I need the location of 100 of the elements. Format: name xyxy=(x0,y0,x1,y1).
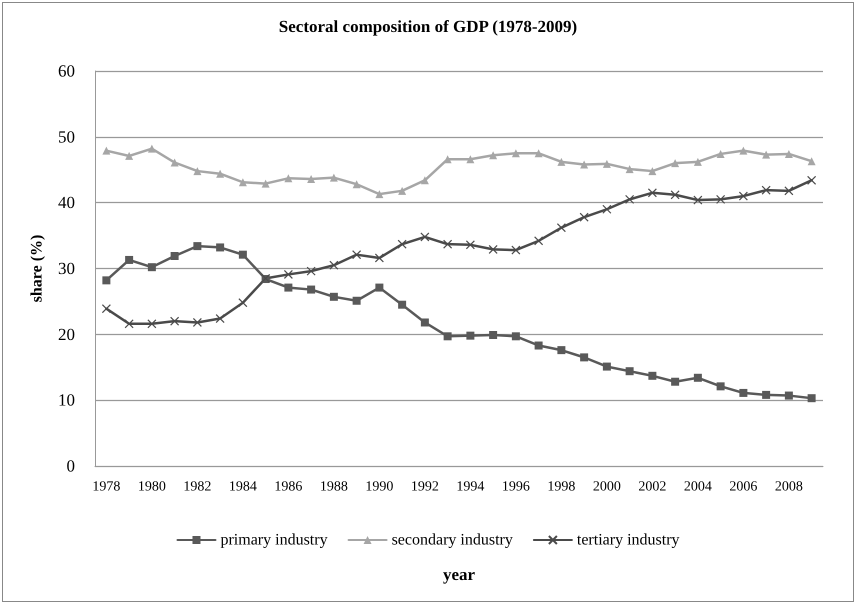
point xyxy=(694,374,702,382)
y-tick-label: 20 xyxy=(58,324,75,344)
point xyxy=(375,284,384,292)
y-tick-label: 60 xyxy=(58,62,75,80)
point xyxy=(808,157,816,166)
point xyxy=(556,223,566,232)
point xyxy=(238,178,247,186)
point xyxy=(216,314,225,324)
point xyxy=(124,319,134,328)
point xyxy=(147,319,156,328)
y-axis-title: share (%) xyxy=(28,234,46,302)
point xyxy=(671,378,680,386)
point xyxy=(216,170,224,178)
point xyxy=(670,190,680,200)
y-tick-label: 30 xyxy=(58,259,75,278)
point xyxy=(534,236,544,246)
point xyxy=(671,159,680,168)
point xyxy=(762,390,770,399)
point xyxy=(626,165,634,174)
point xyxy=(488,244,498,254)
point xyxy=(170,158,179,167)
point xyxy=(648,188,657,198)
point xyxy=(580,212,589,222)
point xyxy=(398,300,406,309)
point xyxy=(329,260,338,270)
x-tick-label: 2004 xyxy=(684,480,712,494)
point xyxy=(102,276,110,284)
point xyxy=(444,332,452,340)
x-tick-label: 1978 xyxy=(92,480,120,494)
x-tick-label: 2002 xyxy=(638,480,666,494)
point xyxy=(738,191,748,201)
x-tick-label: 1986 xyxy=(274,480,302,494)
point xyxy=(762,150,770,159)
point xyxy=(192,318,202,328)
point xyxy=(216,243,224,252)
legend-label: secondary industry xyxy=(392,532,513,548)
point xyxy=(716,194,726,204)
x-tick-label: 1980 xyxy=(138,480,166,494)
point xyxy=(330,174,338,182)
point xyxy=(420,232,430,242)
point xyxy=(739,388,748,397)
point xyxy=(625,194,634,204)
point xyxy=(784,186,794,196)
x-tick-label: 2006 xyxy=(729,480,758,494)
point xyxy=(739,146,748,155)
point xyxy=(511,245,520,255)
point xyxy=(602,362,611,371)
point xyxy=(466,155,474,164)
point xyxy=(716,382,725,390)
point xyxy=(512,332,520,340)
point xyxy=(784,392,793,400)
point xyxy=(626,367,634,376)
x-axis-title: year xyxy=(442,565,476,584)
x-tick-label: 1990 xyxy=(365,480,394,494)
point xyxy=(306,266,316,276)
point xyxy=(170,252,179,260)
x-tick-label: 1998 xyxy=(547,480,576,494)
point xyxy=(125,152,134,160)
legend-label: tertiary industry xyxy=(576,532,680,548)
point xyxy=(375,190,384,198)
point xyxy=(238,298,248,308)
point xyxy=(466,240,475,250)
y-tick-label: 10 xyxy=(58,390,75,410)
point xyxy=(420,176,429,184)
point xyxy=(694,158,702,166)
point xyxy=(557,158,566,166)
point xyxy=(284,270,293,280)
point xyxy=(352,250,362,260)
point xyxy=(784,150,793,158)
y-tick-label: 0 xyxy=(66,456,75,476)
x-tick-label: 1982 xyxy=(183,480,212,494)
point xyxy=(648,372,656,380)
point xyxy=(466,332,474,340)
point xyxy=(489,151,498,160)
point xyxy=(808,394,816,402)
point xyxy=(398,186,406,195)
point xyxy=(602,204,612,214)
legend-label: primary industry xyxy=(220,532,328,548)
x-tick-label: 1984 xyxy=(228,480,257,494)
point xyxy=(534,342,543,350)
point xyxy=(580,160,588,168)
x-tick-label: 1988 xyxy=(320,480,348,494)
x-tick-label: 2008 xyxy=(774,480,803,494)
point xyxy=(762,186,771,195)
y-tick-label: 50 xyxy=(58,127,75,146)
point xyxy=(352,296,361,305)
point xyxy=(330,292,338,301)
x-tick-label: 1996 xyxy=(502,480,530,494)
point xyxy=(602,160,611,168)
point xyxy=(102,146,110,155)
point xyxy=(102,304,111,314)
x-tick-label: 1994 xyxy=(456,480,484,494)
point xyxy=(648,167,656,176)
x-tick-label: 1992 xyxy=(410,480,439,494)
point xyxy=(307,286,316,294)
point xyxy=(262,180,270,188)
point xyxy=(443,240,452,249)
point xyxy=(716,150,725,158)
point xyxy=(557,346,566,354)
point xyxy=(284,284,292,292)
